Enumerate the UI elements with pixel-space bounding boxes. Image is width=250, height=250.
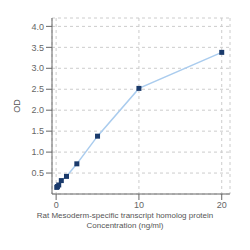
svg-text:10: 10 <box>134 200 144 210</box>
svg-text:2.0: 2.0 <box>31 105 44 115</box>
svg-text:3.5: 3.5 <box>31 43 44 53</box>
svg-text:1.0: 1.0 <box>31 147 44 157</box>
svg-text:4.0: 4.0 <box>31 22 44 32</box>
svg-text:1.5: 1.5 <box>31 126 44 136</box>
svg-text:0.5: 0.5 <box>31 168 44 178</box>
svg-text:2.5: 2.5 <box>31 84 44 94</box>
svg-text:OD: OD <box>12 99 22 113</box>
svg-text:Rat Mesoderm-specific transcri: Rat Mesoderm-specific transcript homolog… <box>37 211 214 230</box>
svg-text:0: 0 <box>54 200 59 210</box>
svg-text:3.0: 3.0 <box>31 63 44 73</box>
svg-text:20: 20 <box>217 200 227 210</box>
